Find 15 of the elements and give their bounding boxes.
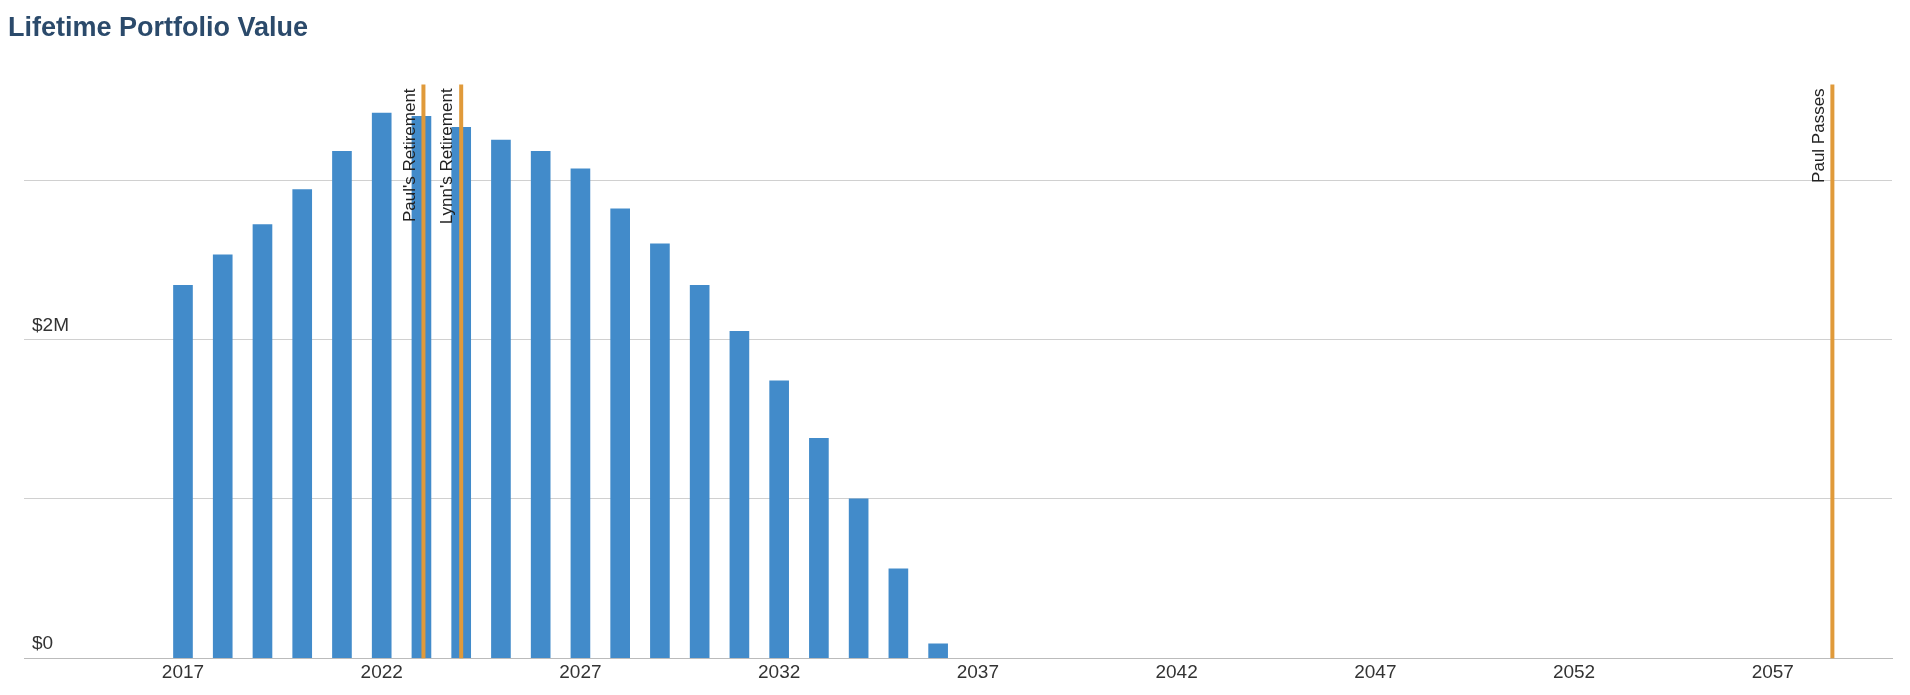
chart-title: Lifetime Portfolio Value (8, 11, 309, 42)
x-tick-label: 2057 (1751, 660, 1794, 682)
y-tick-label: $2M (32, 313, 69, 335)
x-tick-label: 2032 (758, 660, 801, 682)
x-tick-label: 2047 (1354, 660, 1397, 682)
x-tick-label: 2052 (1552, 660, 1596, 682)
x-tick-label: 2042 (1155, 660, 1198, 682)
x-tick-label: 2027 (559, 660, 602, 682)
x-tick-label: 2037 (956, 660, 1000, 682)
ref-line-label: Paul's Retirement (399, 88, 419, 223)
ref-line-label: Paul Passes (1808, 88, 1828, 183)
y-tick-label: $0 (32, 632, 54, 654)
x-tick-label: 2017 (161, 660, 205, 682)
ref-line-label: Lynn's Retirement (437, 88, 457, 225)
x-tick-label: 2022 (360, 660, 403, 682)
